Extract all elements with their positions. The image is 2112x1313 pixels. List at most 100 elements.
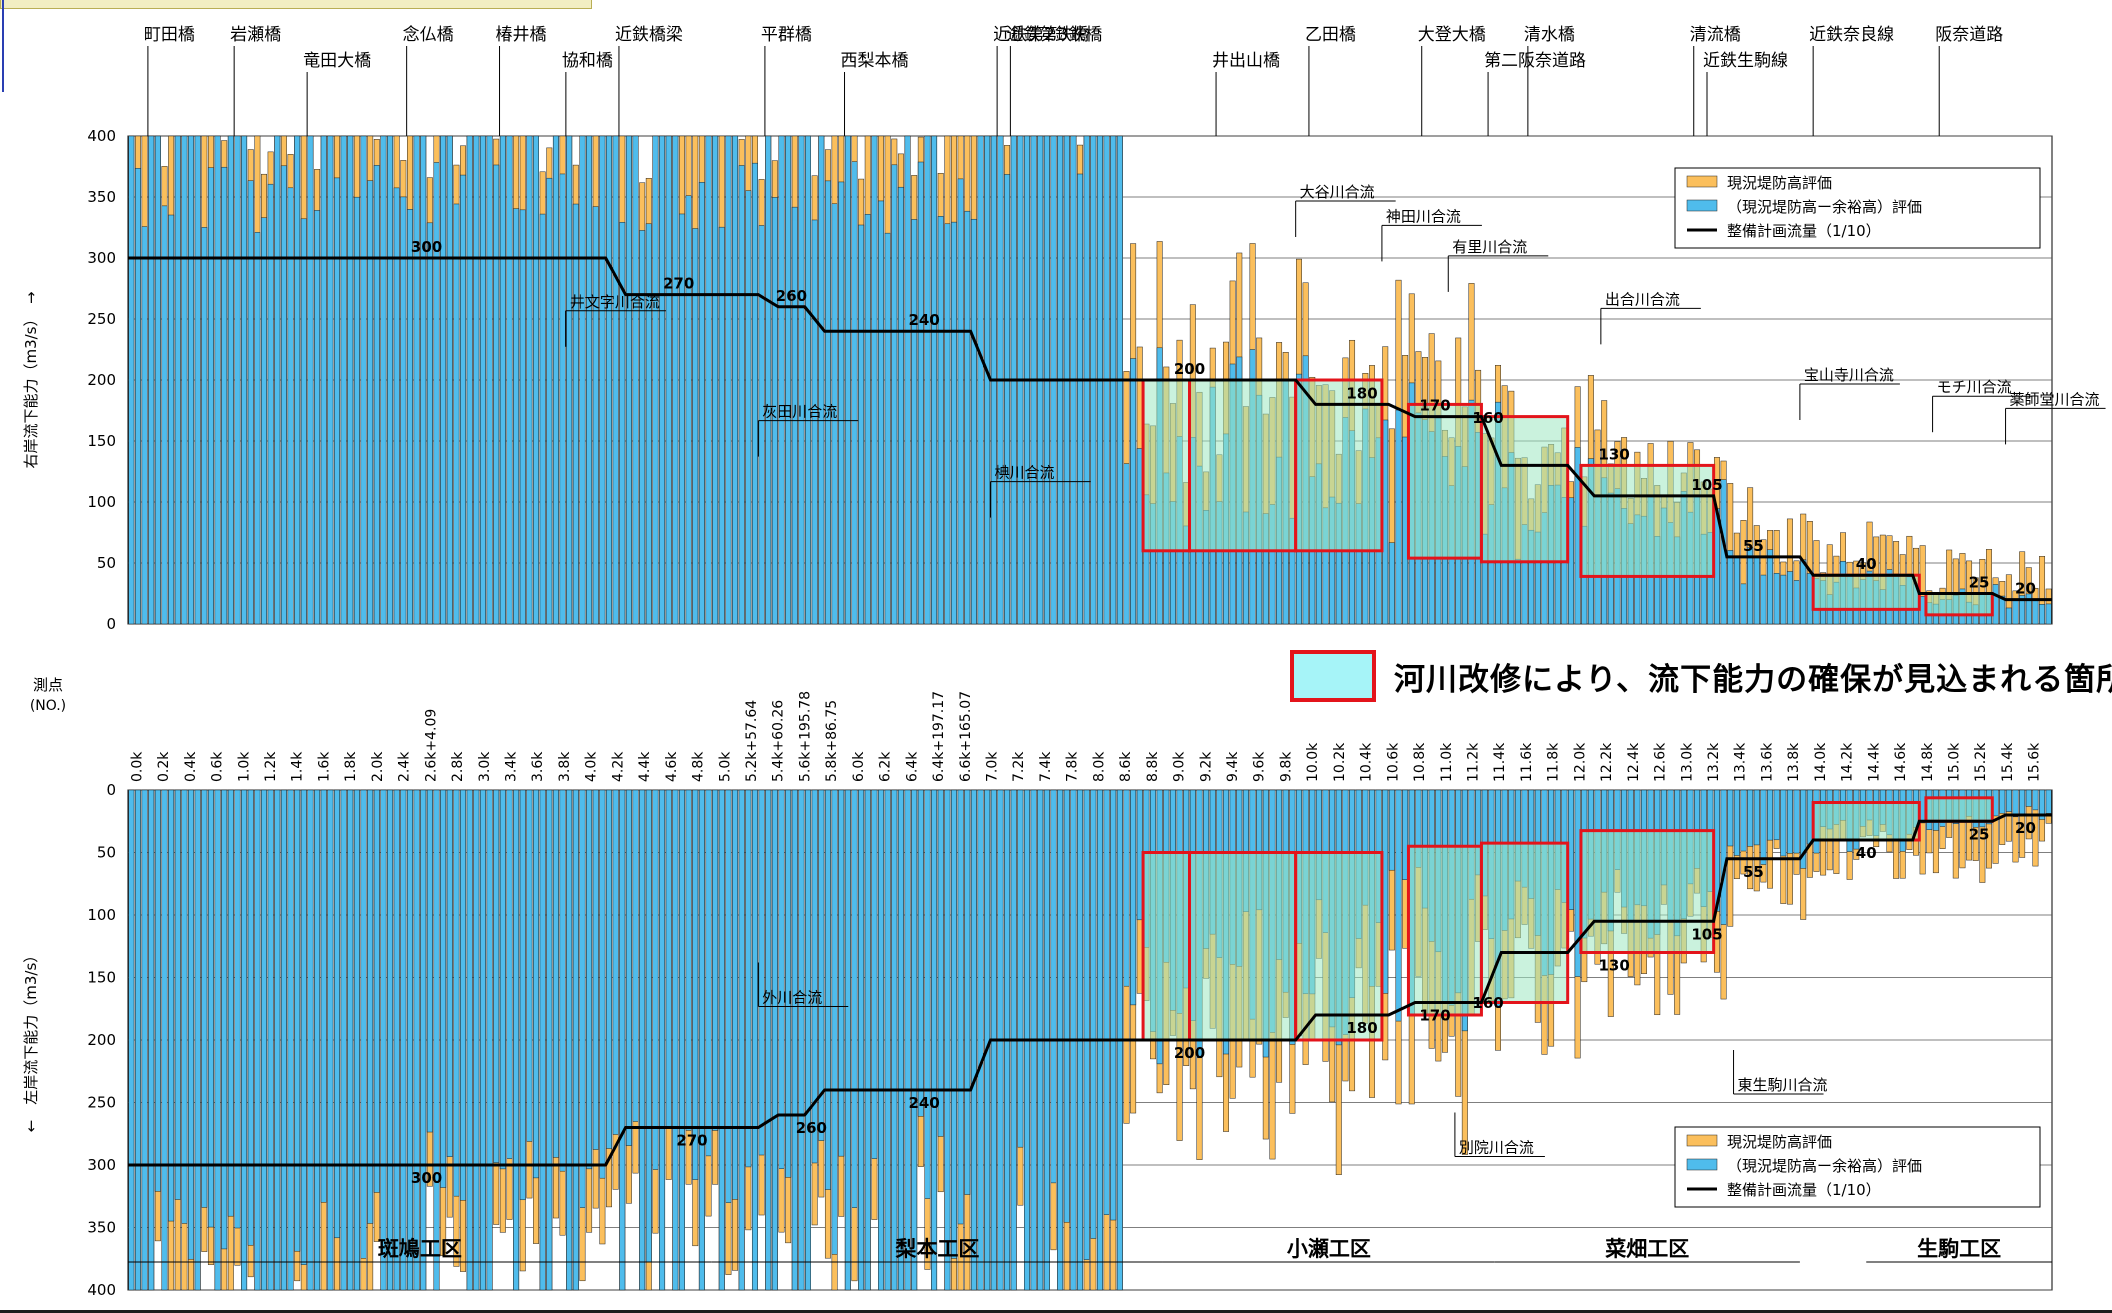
- point-label-unit: (NO.): [30, 698, 66, 714]
- lower-legend-swatch: [1686, 1134, 1718, 1147]
- lower-bar-blue: [486, 789, 493, 1291]
- lower-bar-blue: [957, 789, 964, 1225]
- lower-bar-blue: [937, 789, 944, 1137]
- upper-bar-blue: [944, 223, 951, 625]
- upper-bar-blue: [579, 135, 586, 625]
- upper-bar-blue: [798, 135, 805, 625]
- lower-bar-blue: [433, 789, 440, 1291]
- lower-bar-blue: [340, 789, 347, 1291]
- upper-ytick-label: 0: [106, 615, 116, 633]
- lower-bar-blue: [207, 789, 214, 1228]
- upper-bar-blue: [572, 203, 579, 625]
- upper-bar-blue: [174, 135, 181, 625]
- station-tick-label: 1.2k: [263, 751, 279, 782]
- bridge-label: 椿井橋: [496, 25, 547, 45]
- upper-plan-flow-label: 160: [1472, 409, 1503, 427]
- upper-bar-blue: [672, 135, 679, 625]
- upper-bar-blue: [420, 135, 427, 625]
- lower-plan-flow-label: 260: [796, 1119, 827, 1137]
- upper-bar-blue: [831, 203, 838, 625]
- upper-bar-blue: [864, 214, 871, 625]
- upper-bar-blue: [526, 135, 533, 625]
- upper-plan-flow-label: 20: [2015, 580, 2036, 598]
- station-tick-label: 11.8k: [1546, 742, 1562, 782]
- lower-bar-blue: [420, 789, 427, 1291]
- upper-bar-blue: [519, 209, 526, 625]
- lower-bar-blue: [247, 789, 254, 1246]
- lower-bar-blue: [831, 789, 838, 1255]
- lower-legend-label: （現況堤防高ー余裕高）評価: [1727, 1157, 1922, 1175]
- lower-plan-flow-label: 40: [1856, 844, 1877, 862]
- upper-bar-blue: [141, 226, 148, 625]
- upper-bar-blue: [977, 135, 984, 625]
- upper-bar-blue: [294, 135, 301, 625]
- bridge-label: 近鉄第3鉄橋: [1006, 25, 1102, 45]
- lower-bar-blue: [307, 789, 314, 1291]
- upper-ytick-label: 400: [87, 127, 116, 145]
- upper-legend-label: 現況堤防高評価: [1727, 174, 1832, 192]
- lower-bar-blue: [851, 789, 858, 1208]
- upper-bar-blue: [891, 164, 898, 625]
- lower-bar-blue: [1123, 789, 1130, 987]
- station-tick-label: 15.6k: [2027, 742, 2043, 782]
- lower-bar-blue: [951, 789, 957, 1259]
- upper-bar-blue: [924, 135, 931, 625]
- station-tick-label: 11.0k: [1439, 742, 1455, 782]
- lower-bar-blue: [1110, 789, 1117, 1221]
- upper-bar-blue: [1077, 173, 1084, 625]
- upper-bar-blue: [732, 135, 739, 625]
- bridge-label: 井出山橋: [1212, 51, 1280, 71]
- upper-plan-flow-label: 240: [908, 311, 939, 329]
- station-tick-label: 9.0k: [1172, 751, 1188, 782]
- lower-bar-blue: [134, 789, 141, 1291]
- lower-bar-blue: [1017, 789, 1024, 1148]
- upper-legend-label: （現況堤防高ー余裕高）評価: [1727, 198, 1922, 216]
- lower-bar-blue: [327, 789, 334, 1291]
- station-tick-label: 0.4k: [183, 751, 199, 782]
- upper-bar-blue: [340, 135, 347, 625]
- lower-bar-blue: [400, 789, 407, 1291]
- upper-plan-flow-line: [128, 256, 2052, 602]
- upper-bar-blue: [1753, 556, 1760, 625]
- upper-bar-blue: [533, 135, 539, 625]
- upper-bar-blue: [380, 135, 387, 625]
- upper-bar-blue: [261, 217, 267, 625]
- station-tick-label: 0.2k: [156, 751, 172, 782]
- lower-bar-blue: [1786, 789, 1793, 854]
- upper-bar-blue: [964, 210, 971, 625]
- upper-plan-flow-label: 180: [1346, 384, 1377, 402]
- upper-bar-blue: [745, 190, 752, 625]
- lower-bar-blue: [1103, 789, 1110, 1215]
- lower-legend-label: 現況堤防高評価: [1727, 1133, 1832, 1151]
- lower-bar-blue: [499, 789, 506, 1170]
- lower-bar-blue: [858, 789, 865, 1291]
- upper-confluence-label: 井文字川合流: [570, 293, 660, 311]
- lower-bar-blue: [705, 789, 712, 1157]
- bridge-label: 清流橋: [1690, 25, 1741, 45]
- upper-improvement-zone: [1141, 378, 1192, 553]
- station-tick-label: 8.8k: [1145, 751, 1161, 782]
- section-label: 梨本工区: [895, 1237, 979, 1261]
- bridge-label: 清水橋: [1524, 25, 1575, 45]
- lower-bar-blue: [552, 789, 559, 1158]
- upper-plan-flow-label: 270: [663, 275, 694, 293]
- lower-bar-blue: [453, 789, 460, 1197]
- station-tick-label: 4.8k: [691, 751, 707, 782]
- upper-bar-blue: [2005, 607, 2012, 625]
- lower-bar-blue: [188, 789, 194, 1260]
- station-tick-label: 1.0k: [236, 751, 252, 782]
- upper-bar-blue: [725, 135, 732, 625]
- upper-bar-blue: [506, 135, 513, 625]
- upper-plan-flow-label: 260: [776, 287, 807, 305]
- upper-bar-blue: [2025, 593, 2032, 625]
- lower-plan-flow-label: 25: [1969, 825, 1990, 843]
- upper-improvement-zone: [1294, 378, 1384, 553]
- station-tick-label: 7.0k: [984, 751, 1000, 782]
- station-tick-label: 2.6k+4.09: [423, 709, 439, 782]
- station-tick-label: 14.2k: [1840, 742, 1856, 782]
- upper-bar-blue: [2019, 595, 2026, 625]
- upper-bar-blue: [559, 173, 566, 625]
- station-tick-label: 3.0k: [477, 751, 493, 782]
- upper-confluence-label: 宝山寺川合流: [1804, 366, 1894, 384]
- lower-bar-blue: [944, 789, 951, 1291]
